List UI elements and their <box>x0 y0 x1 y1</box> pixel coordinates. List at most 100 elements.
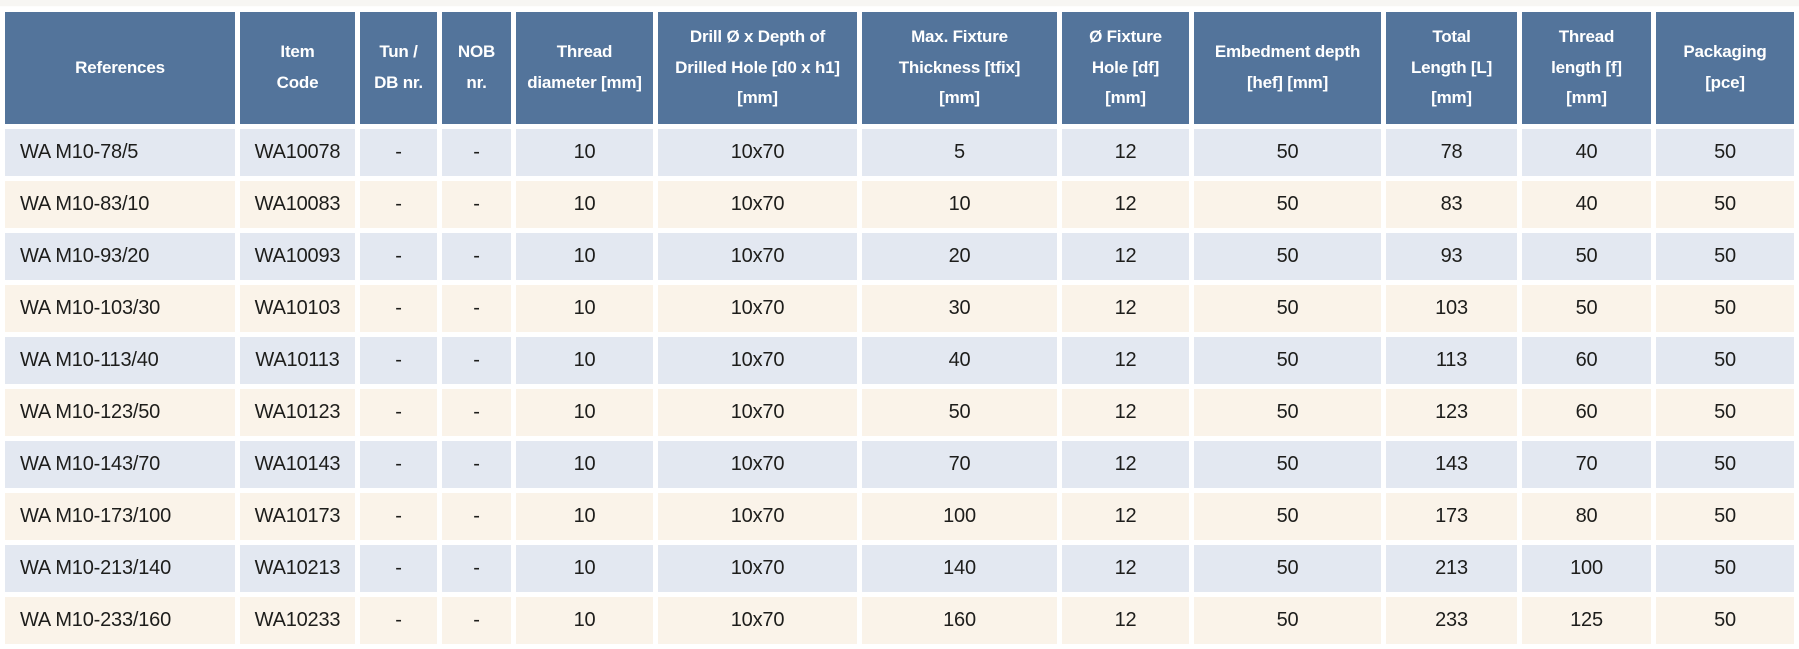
cell-packaging: 50 <box>1656 181 1794 228</box>
table-row: WA M10-103/30 WA10103- -10 10x70 30 12 50 103 50… <box>5 285 1794 332</box>
cell-tun-db-nr: - <box>360 545 437 592</box>
cell-thread-length: 50 <box>1522 233 1651 280</box>
cell-drill-depth: 10x70 <box>658 597 857 644</box>
cell-item-code: WA10083 <box>240 181 355 228</box>
cell-thread-diameter: 10 <box>516 285 653 332</box>
cell-packaging: 50 <box>1656 285 1794 332</box>
cell-total-length: 113 <box>1386 337 1517 384</box>
cell-references: WA M10-233/160 <box>5 597 235 644</box>
cell-thread-diameter: 10 <box>516 129 653 176</box>
cell-thread-diameter: 10 <box>516 545 653 592</box>
table-row: WA M10-213/140 WA10213- -10 10x70 140 12 50 213… <box>5 545 1794 592</box>
cell-embedment-depth: 50 <box>1194 129 1381 176</box>
cell-total-length: 83 <box>1386 181 1517 228</box>
cell-max-fixture-thickness: 140 <box>862 545 1057 592</box>
table-row: WA M10-93/20 WA10093- -10 10x70 20 12 50 93 50 50 <box>5 233 1794 280</box>
cell-max-fixture-thickness: 20 <box>862 233 1057 280</box>
column-header-drill-depth: Drill Ø x Depth of Drilled Hole [d0 x h1… <box>658 12 857 124</box>
column-header-thread-diameter: Thread diameter [mm] <box>516 12 653 124</box>
cell-references: WA M10-213/140 <box>5 545 235 592</box>
cell-tun-db-nr: - <box>360 441 437 488</box>
cell-fixture-hole: 12 <box>1062 337 1189 384</box>
table-row: WA M10-173/100 WA10173- -10 10x70 100 12 50 173… <box>5 493 1794 540</box>
cell-fixture-hole: 12 <box>1062 389 1189 436</box>
cell-embedment-depth: 50 <box>1194 493 1381 540</box>
table-row: WA M10-123/50 WA10123- -10 10x70 50 12 50 123 60… <box>5 389 1794 436</box>
cell-thread-length: 50 <box>1522 285 1651 332</box>
cell-references: WA M10-143/70 <box>5 441 235 488</box>
cell-drill-depth: 10x70 <box>658 285 857 332</box>
cell-item-code: WA10143 <box>240 441 355 488</box>
cell-references: WA M10-173/100 <box>5 493 235 540</box>
cell-embedment-depth: 50 <box>1194 285 1381 332</box>
cell-total-length: 123 <box>1386 389 1517 436</box>
cell-thread-diameter: 10 <box>516 597 653 644</box>
cell-drill-depth: 10x70 <box>658 493 857 540</box>
column-header-fixture-hole: Ø Fixture Hole [df] [mm] <box>1062 12 1189 124</box>
cell-drill-depth: 10x70 <box>658 545 857 592</box>
cell-thread-length: 40 <box>1522 181 1651 228</box>
cell-tun-db-nr: - <box>360 129 437 176</box>
cell-fixture-hole: 12 <box>1062 233 1189 280</box>
cell-total-length: 173 <box>1386 493 1517 540</box>
cell-fixture-hole: 12 <box>1062 181 1189 228</box>
cell-total-length: 78 <box>1386 129 1517 176</box>
cell-max-fixture-thickness: 30 <box>862 285 1057 332</box>
cell-packaging: 50 <box>1656 545 1794 592</box>
table-row: WA M10-113/40 WA10113- -10 10x70 40 12 50 113 60… <box>5 337 1794 384</box>
cell-tun-db-nr: - <box>360 493 437 540</box>
cell-item-code: WA10093 <box>240 233 355 280</box>
cell-item-code: WA10103 <box>240 285 355 332</box>
cell-thread-length: 70 <box>1522 441 1651 488</box>
cell-drill-depth: 10x70 <box>658 441 857 488</box>
cell-item-code: WA10078 <box>240 129 355 176</box>
cell-max-fixture-thickness: 70 <box>862 441 1057 488</box>
cell-fixture-hole: 12 <box>1062 597 1189 644</box>
cell-fixture-hole: 12 <box>1062 545 1189 592</box>
cell-packaging: 50 <box>1656 441 1794 488</box>
cell-max-fixture-thickness: 160 <box>862 597 1057 644</box>
cell-item-code: WA10173 <box>240 493 355 540</box>
table-row: WA M10-233/160 WA10233- -10 10x70 160 12 50 233… <box>5 597 1794 644</box>
column-header-nob-nr: NOB nr. <box>442 12 511 124</box>
cell-item-code: WA10233 <box>240 597 355 644</box>
cell-total-length: 103 <box>1386 285 1517 332</box>
cell-total-length: 93 <box>1386 233 1517 280</box>
cell-fixture-hole: 12 <box>1062 493 1189 540</box>
table-row: WA M10-143/70 WA10143- -10 10x70 70 12 50 143 70… <box>5 441 1794 488</box>
cell-max-fixture-thickness: 5 <box>862 129 1057 176</box>
cell-max-fixture-thickness: 100 <box>862 493 1057 540</box>
column-header-packaging: Packaging [pce] <box>1656 12 1794 124</box>
cell-thread-length: 60 <box>1522 389 1651 436</box>
cell-nob-nr: - <box>442 545 511 592</box>
cell-packaging: 50 <box>1656 597 1794 644</box>
cell-fixture-hole: 12 <box>1062 441 1189 488</box>
cell-nob-nr: - <box>442 389 511 436</box>
cell-thread-diameter: 10 <box>516 181 653 228</box>
cell-drill-depth: 10x70 <box>658 337 857 384</box>
cell-tun-db-nr: - <box>360 285 437 332</box>
cell-packaging: 50 <box>1656 129 1794 176</box>
cell-embedment-depth: 50 <box>1194 181 1381 228</box>
cell-drill-depth: 10x70 <box>658 129 857 176</box>
cell-references: WA M10-113/40 <box>5 337 235 384</box>
cell-embedment-depth: 50 <box>1194 337 1381 384</box>
cell-thread-length: 80 <box>1522 493 1651 540</box>
cell-item-code: WA10213 <box>240 545 355 592</box>
cell-embedment-depth: 50 <box>1194 545 1381 592</box>
cell-thread-length: 40 <box>1522 129 1651 176</box>
cell-nob-nr: - <box>442 441 511 488</box>
cell-max-fixture-thickness: 50 <box>862 389 1057 436</box>
cell-nob-nr: - <box>442 233 511 280</box>
cell-tun-db-nr: - <box>360 181 437 228</box>
cell-thread-diameter: 10 <box>516 337 653 384</box>
cell-tun-db-nr: - <box>360 597 437 644</box>
cell-thread-diameter: 10 <box>516 493 653 540</box>
cell-tun-db-nr: - <box>360 233 437 280</box>
cell-packaging: 50 <box>1656 389 1794 436</box>
cell-embedment-depth: 50 <box>1194 441 1381 488</box>
cell-total-length: 143 <box>1386 441 1517 488</box>
cell-embedment-depth: 50 <box>1194 389 1381 436</box>
cell-thread-diameter: 10 <box>516 233 653 280</box>
cell-fixture-hole: 12 <box>1062 285 1189 332</box>
